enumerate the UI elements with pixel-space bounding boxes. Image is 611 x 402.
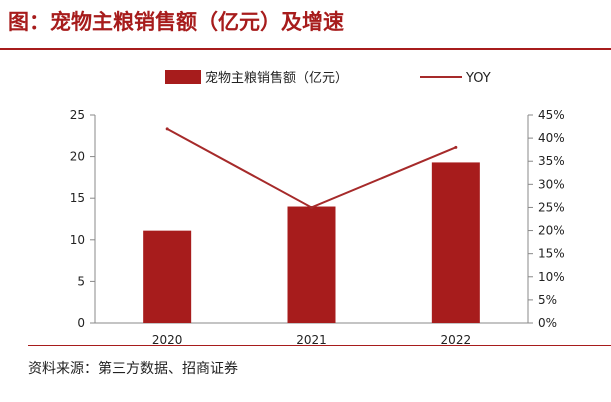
legend-label-bar: 宠物主粮销售额（亿元） — [205, 70, 348, 86]
left-tick-label-0: 0 — [77, 316, 85, 330]
right-tick-label-3: 15% — [538, 247, 565, 261]
legend-swatch-bar — [165, 70, 201, 84]
yoy-point-0 — [165, 127, 169, 131]
right-tick-label-6: 30% — [538, 177, 565, 191]
left-tick-label-1: 5 — [77, 274, 85, 288]
left-tick-label-4: 20 — [70, 150, 85, 164]
x-tick-label-1: 2021 — [296, 333, 327, 344]
right-tick-label-8: 40% — [538, 131, 565, 145]
x-tick-label-0: 2020 — [152, 333, 183, 344]
right-tick-label-7: 35% — [538, 154, 565, 168]
x-tick-label-2: 2022 — [441, 333, 472, 344]
left-tick-label-3: 15 — [70, 191, 85, 205]
title-divider — [0, 48, 611, 50]
bar-1 — [287, 206, 336, 323]
right-tick-label-4: 20% — [538, 224, 565, 238]
yoy-line — [166, 127, 457, 209]
bar-0 — [143, 230, 192, 323]
bar-2 — [431, 162, 480, 323]
left-tick-label-5: 25 — [70, 108, 85, 122]
right-tick-label-0: 0% — [538, 316, 557, 330]
yoy-point-2 — [454, 145, 458, 149]
right-tick-label-9: 45% — [538, 108, 565, 122]
yoy-point-1 — [310, 205, 313, 209]
right-tick-label-5: 25% — [538, 200, 565, 214]
source-divider — [28, 345, 611, 346]
chart-title: 图：宠物主粮销售额（亿元）及增速 — [8, 10, 344, 34]
legend-label-line: YOY — [465, 71, 491, 86]
source-note: 资料来源：第三方数据、招商证券 — [28, 361, 238, 377]
right-tick-label-2: 10% — [538, 270, 565, 284]
left-tick-label-2: 10 — [70, 233, 85, 247]
right-tick-label-1: 5% — [538, 293, 557, 307]
chart: 宠物主粮销售额（亿元） YOY 0 5 10 15 20 25 0% 5% 10% 15% 20% 25%… — [70, 70, 565, 344]
